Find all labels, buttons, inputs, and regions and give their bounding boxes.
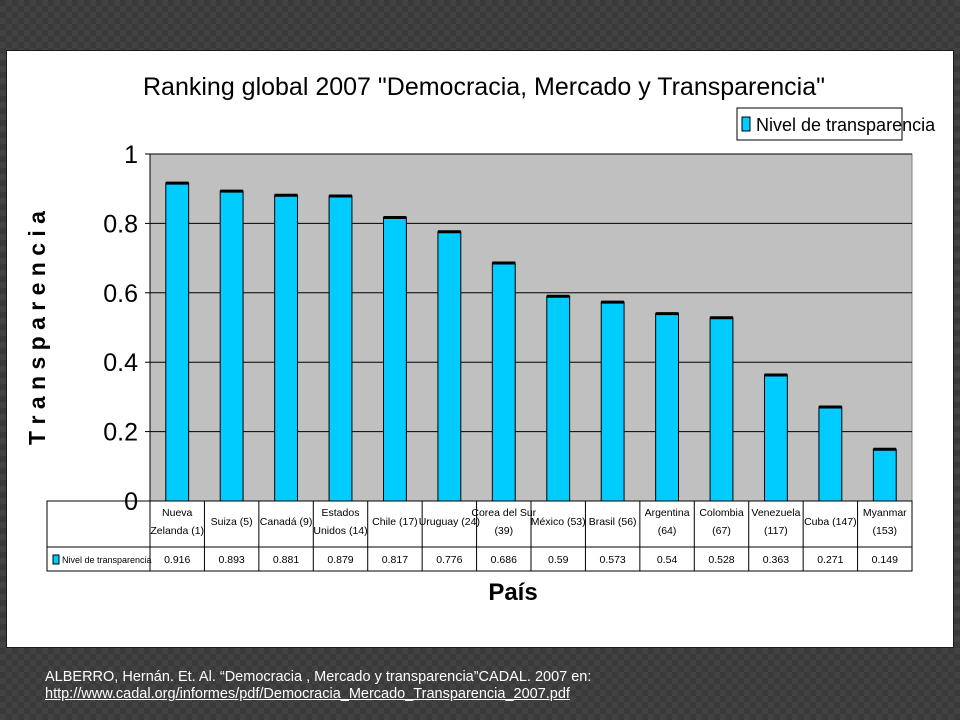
bar [709,317,734,502]
x-tick-label: Myanmar [863,507,907,519]
x-tick-label: (153) [873,525,898,537]
y-tick-label: 0.4 [103,349,138,377]
slide-panel: 0 0.2 0.4 0.6 0.8 1 Nueva Zelanda (1) Suiza (5) C… [6,50,954,648]
bar [818,406,843,502]
x-tick-label: Estados [322,507,360,519]
x-tick-label: Nueva [162,507,193,519]
data-label: 0.881 [273,554,299,566]
data-label: 0.271 [817,554,843,566]
data-label: 0.54 [657,554,678,566]
bar [872,448,897,502]
chart: 0 0.2 0.4 0.6 0.8 1 Nueva Zelanda (1) Suiza (5) C… [24,73,936,606]
data-table-frame [46,500,913,572]
data-label: 0.879 [327,554,353,566]
data-label: 0.916 [164,554,190,566]
x-tick-label: (67) [712,525,731,537]
bar [546,295,571,502]
data-label: 0.893 [219,554,245,566]
x-tick-label: Venezuela [751,507,800,519]
y-tick-label: 0.2 [103,419,138,447]
bar [328,195,353,502]
data-label: 0.59 [548,554,569,566]
y-tick-label: 0.6 [103,280,138,308]
x-axis-label: País [488,579,537,606]
x-tick-label: Cuba (147) [804,516,857,528]
bar [763,374,788,502]
citation: ALBERRO, Hernán. Et. Al. “Democracia , M… [45,669,925,703]
y-axis-label: T r a n s p a r e n c i a [24,211,50,445]
data-label: 0.149 [872,554,898,566]
y-tick-label: 0.8 [103,210,138,238]
x-tick-label: Suiza (5) [211,516,253,528]
x-tick-label: (117) [764,525,788,537]
bar [655,313,680,502]
x-tick-label: México (53) [531,516,586,528]
citation-text: ALBERRO, Hernán. Et. Al. “Democracia , M… [45,669,592,685]
x-tick-label: Uruguay (24) [419,516,480,528]
y-tick-label: 1 [124,141,138,169]
x-tick-label: Zelanda (1) [150,525,204,537]
chart-title: Ranking global 2007 "Democracia, Mercado… [143,73,825,101]
data-label: 0.528 [708,554,734,566]
x-tick-label: (64) [658,525,677,537]
data-label: 0.573 [600,554,626,566]
legend-key [741,116,751,132]
data-label: 0.776 [436,554,462,566]
table-series-label: Nivel de transparencia [62,555,152,565]
data-label: 0.363 [763,554,789,566]
x-tick-label: Argentina [645,507,690,519]
bar [382,217,407,502]
data-label: 0.817 [382,554,408,566]
plot-area [149,153,913,502]
bar [437,231,462,502]
citation-link[interactable]: http://www.cadal.org/informes/pdf/Democr… [45,686,570,702]
data-label: 0.686 [491,554,517,566]
bar [165,182,190,502]
legend-label: Nivel de transparencia [756,115,936,135]
x-tick-label: Chile (17) [372,516,418,528]
bar [491,262,516,502]
x-tick-label: Canadá (9) [260,516,313,528]
x-tick-label: Brasil (56) [589,516,637,528]
bar [219,190,244,502]
bar [600,301,625,502]
x-tick-label: Colombia [699,507,744,519]
y-tick-label: 0 [124,488,138,516]
table-legend-key [52,554,60,565]
bar [274,194,299,502]
x-tick-label: (39) [494,525,513,537]
x-tick-label: Corea del Sur [471,507,536,519]
legend-box [736,107,903,141]
x-tick-label: Unidos (14) [313,525,367,537]
